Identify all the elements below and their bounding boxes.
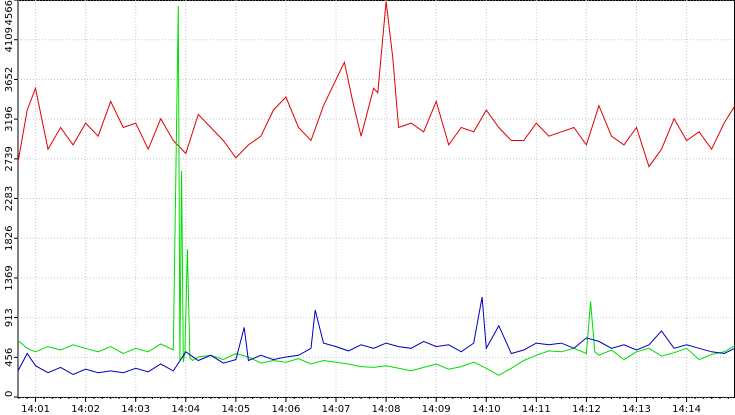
x-tick-label: 14:07 [322,404,351,415]
x-tick-label: 14:04 [171,404,200,415]
series-line-3 [17,296,735,375]
y-tick-label: 4109 [4,27,15,52]
y-tick-label: 456 [4,348,15,367]
y-tick-label: 2739 [4,146,15,171]
x-tick-label: 14:08 [372,404,401,415]
x-axis: 14:01 14:02 14:03 14:04 14:05 14:06 14:07 14:08… [18,397,729,415]
y-tick-label: 3196 [4,106,15,131]
x-tick-label: 14:12 [572,404,601,415]
y-tick-label: 913 [4,308,15,327]
x-tick-label: 14:06 [272,404,301,415]
y-tick-label: 3652 [4,67,15,92]
y-axis: 0 456 913 1369 1826 2283 2739 3196 3652 4109 4566 [4,0,18,398]
x-tick-label: 14:11 [522,404,551,415]
grid [17,0,735,398]
y-tick-label: 2283 [4,186,15,211]
y-tick-label: 0 [4,391,15,397]
x-tick-label: 14:02 [71,404,100,415]
x-tick-label: 14:13 [622,404,651,415]
x-tick-label: 14:05 [221,404,250,415]
y-tick-label: 1369 [4,265,15,290]
y-tick-label: 4566 [4,0,15,25]
y-tick-label: 1826 [4,226,15,251]
x-tick-label: 14:14 [672,404,701,415]
x-tick-label: 14:10 [472,404,501,415]
series-line-1 [17,1,735,168]
series-line-2 [17,5,735,376]
x-tick-label: 14:03 [121,404,150,415]
x-tick-label: 14:09 [422,404,451,415]
x-tick-label: 14:01 [21,404,50,415]
series-layer [17,1,735,376]
